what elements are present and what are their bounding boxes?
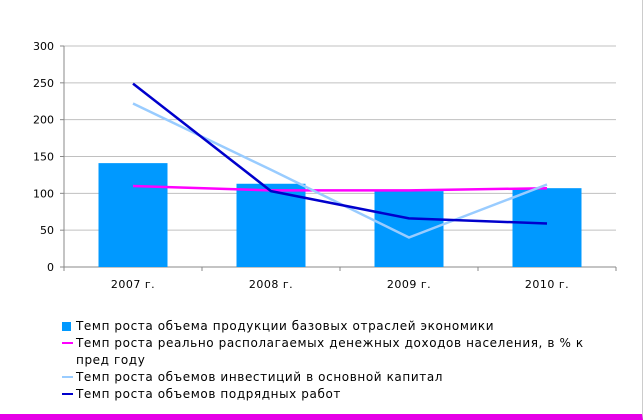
x-tick-label: 2008 г. <box>249 278 293 291</box>
legend-label: Темп роста объемов инвестиций в основной… <box>76 370 444 384</box>
series-line <box>132 184 548 192</box>
bar <box>98 163 168 267</box>
line-series <box>132 82 548 239</box>
legend-swatch-line <box>62 376 73 378</box>
x-tick-label: 2009 г. <box>387 278 431 291</box>
legend-label: Темп роста объемов подрядных работ <box>76 387 341 401</box>
series-line <box>132 82 548 225</box>
legend-item-base-industries: Темп роста объема продукции базовых отра… <box>62 318 602 335</box>
series-line <box>132 102 548 239</box>
legend-item-investment: Темп роста объемов инвестиций в основной… <box>62 369 602 386</box>
chart-plot: 0 50 100 150 200 250 300 2007 г. 2008 г. 2009 г.… <box>33 40 617 291</box>
y-tick-label: 0 <box>47 261 54 274</box>
y-tick-label: 200 <box>33 114 54 127</box>
legend-label: Темп роста реально располагаемых денежны… <box>76 336 584 367</box>
legend-swatch-line <box>62 393 73 395</box>
y-tick-label: 300 <box>33 40 54 53</box>
x-tick-label: 2007 г. <box>111 278 155 291</box>
bar <box>512 188 582 267</box>
y-tick-label: 100 <box>33 187 54 200</box>
legend-item-contract-work: Темп роста объемов подрядных работ <box>62 386 602 403</box>
x-tick-labels: 2007 г. 2008 г. 2009 г. 2010 г. <box>111 278 569 291</box>
bar-series <box>98 163 582 267</box>
legend-label: Темп роста объема продукции базовых отра… <box>76 319 495 333</box>
x-tick-label: 2010 г. <box>525 278 569 291</box>
y-tick-label: 250 <box>33 77 54 90</box>
y-tick-label: 50 <box>40 224 54 237</box>
y-tick-label: 150 <box>33 151 54 164</box>
bar <box>236 183 306 267</box>
legend-item-income: Темп роста реально располагаемых денежны… <box>62 335 602 369</box>
legend-swatch-line <box>62 342 73 344</box>
legend-swatch-bar <box>62 322 71 331</box>
legend: Темп роста объема продукции базовых отра… <box>62 318 602 403</box>
y-tick-labels: 0 50 100 150 200 250 300 <box>33 40 54 274</box>
